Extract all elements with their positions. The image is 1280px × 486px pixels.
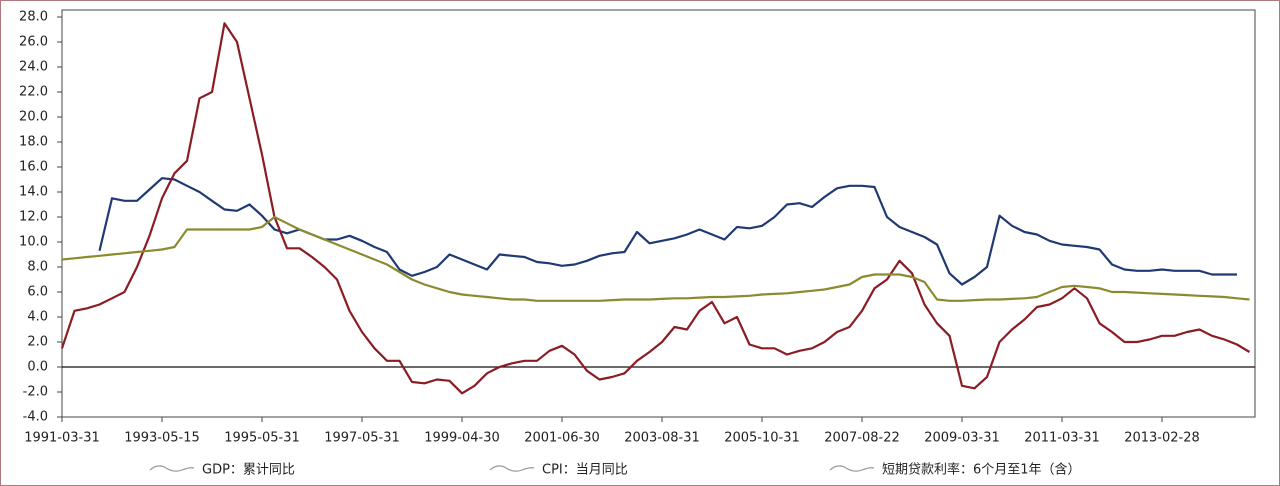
x-tick-label: 2003-08-31 (624, 431, 700, 446)
y-tick-label: 6.0 (27, 285, 48, 300)
x-tick-label: 2005-10-31 (724, 431, 800, 446)
legend-label: 短期贷款利率：6个月至1年（含） (882, 462, 1081, 478)
series-line (61, 215, 1250, 302)
x-tick-label: 1991-03-31 (24, 431, 100, 446)
y-tick-label: 2.0 (27, 335, 48, 350)
y-tick-label: 28.0 (19, 10, 48, 25)
legend (149, 465, 875, 472)
y-tick-label: 14.0 (19, 185, 48, 200)
y-tick-label: 0.0 (27, 360, 48, 375)
y-tick-label: 4.0 (27, 310, 48, 325)
y-tick-label: 20.0 (19, 110, 48, 125)
legend-label: GDP：累计同比 (202, 463, 295, 478)
x-tick-label: 1997-05-31 (324, 431, 400, 446)
plot-frame (61, 9, 1256, 418)
legend-symbol (829, 465, 875, 472)
x-tick-label: 2011-03-31 (1024, 431, 1100, 446)
x-tick-label: 2001-06-30 (524, 431, 600, 446)
y-tick-label: 26.0 (19, 35, 48, 50)
x-tick-label: 2013-02-28 (1124, 431, 1200, 446)
y-tick-label: 8.0 (27, 260, 48, 275)
y-tick-label: -4.0 (23, 410, 48, 425)
y-tick-label: 10.0 (19, 235, 48, 250)
y-tick-label: 18.0 (19, 135, 48, 150)
x-tick-label: 1999-04-30 (424, 431, 500, 446)
legend-symbol (489, 465, 535, 472)
x-tick-label: 1993-05-15 (124, 431, 200, 446)
y-tick-label: -2.0 (23, 385, 48, 400)
x-tick-label: 1995-05-31 (224, 431, 300, 446)
y-tick-label: 12.0 (19, 210, 48, 225)
y-tick-label: 22.0 (19, 85, 48, 100)
legend-label: CPI：当月同比 (542, 463, 628, 478)
legend-symbol (149, 465, 195, 472)
series-line (98, 177, 1237, 286)
x-tick-label: 2009-03-31 (924, 431, 1000, 446)
y-tick-label: 24.0 (19, 60, 48, 75)
x-tick-label: 2007-08-22 (824, 431, 900, 446)
y-tick-label: 16.0 (19, 160, 48, 175)
series-line (60, 22, 1251, 395)
